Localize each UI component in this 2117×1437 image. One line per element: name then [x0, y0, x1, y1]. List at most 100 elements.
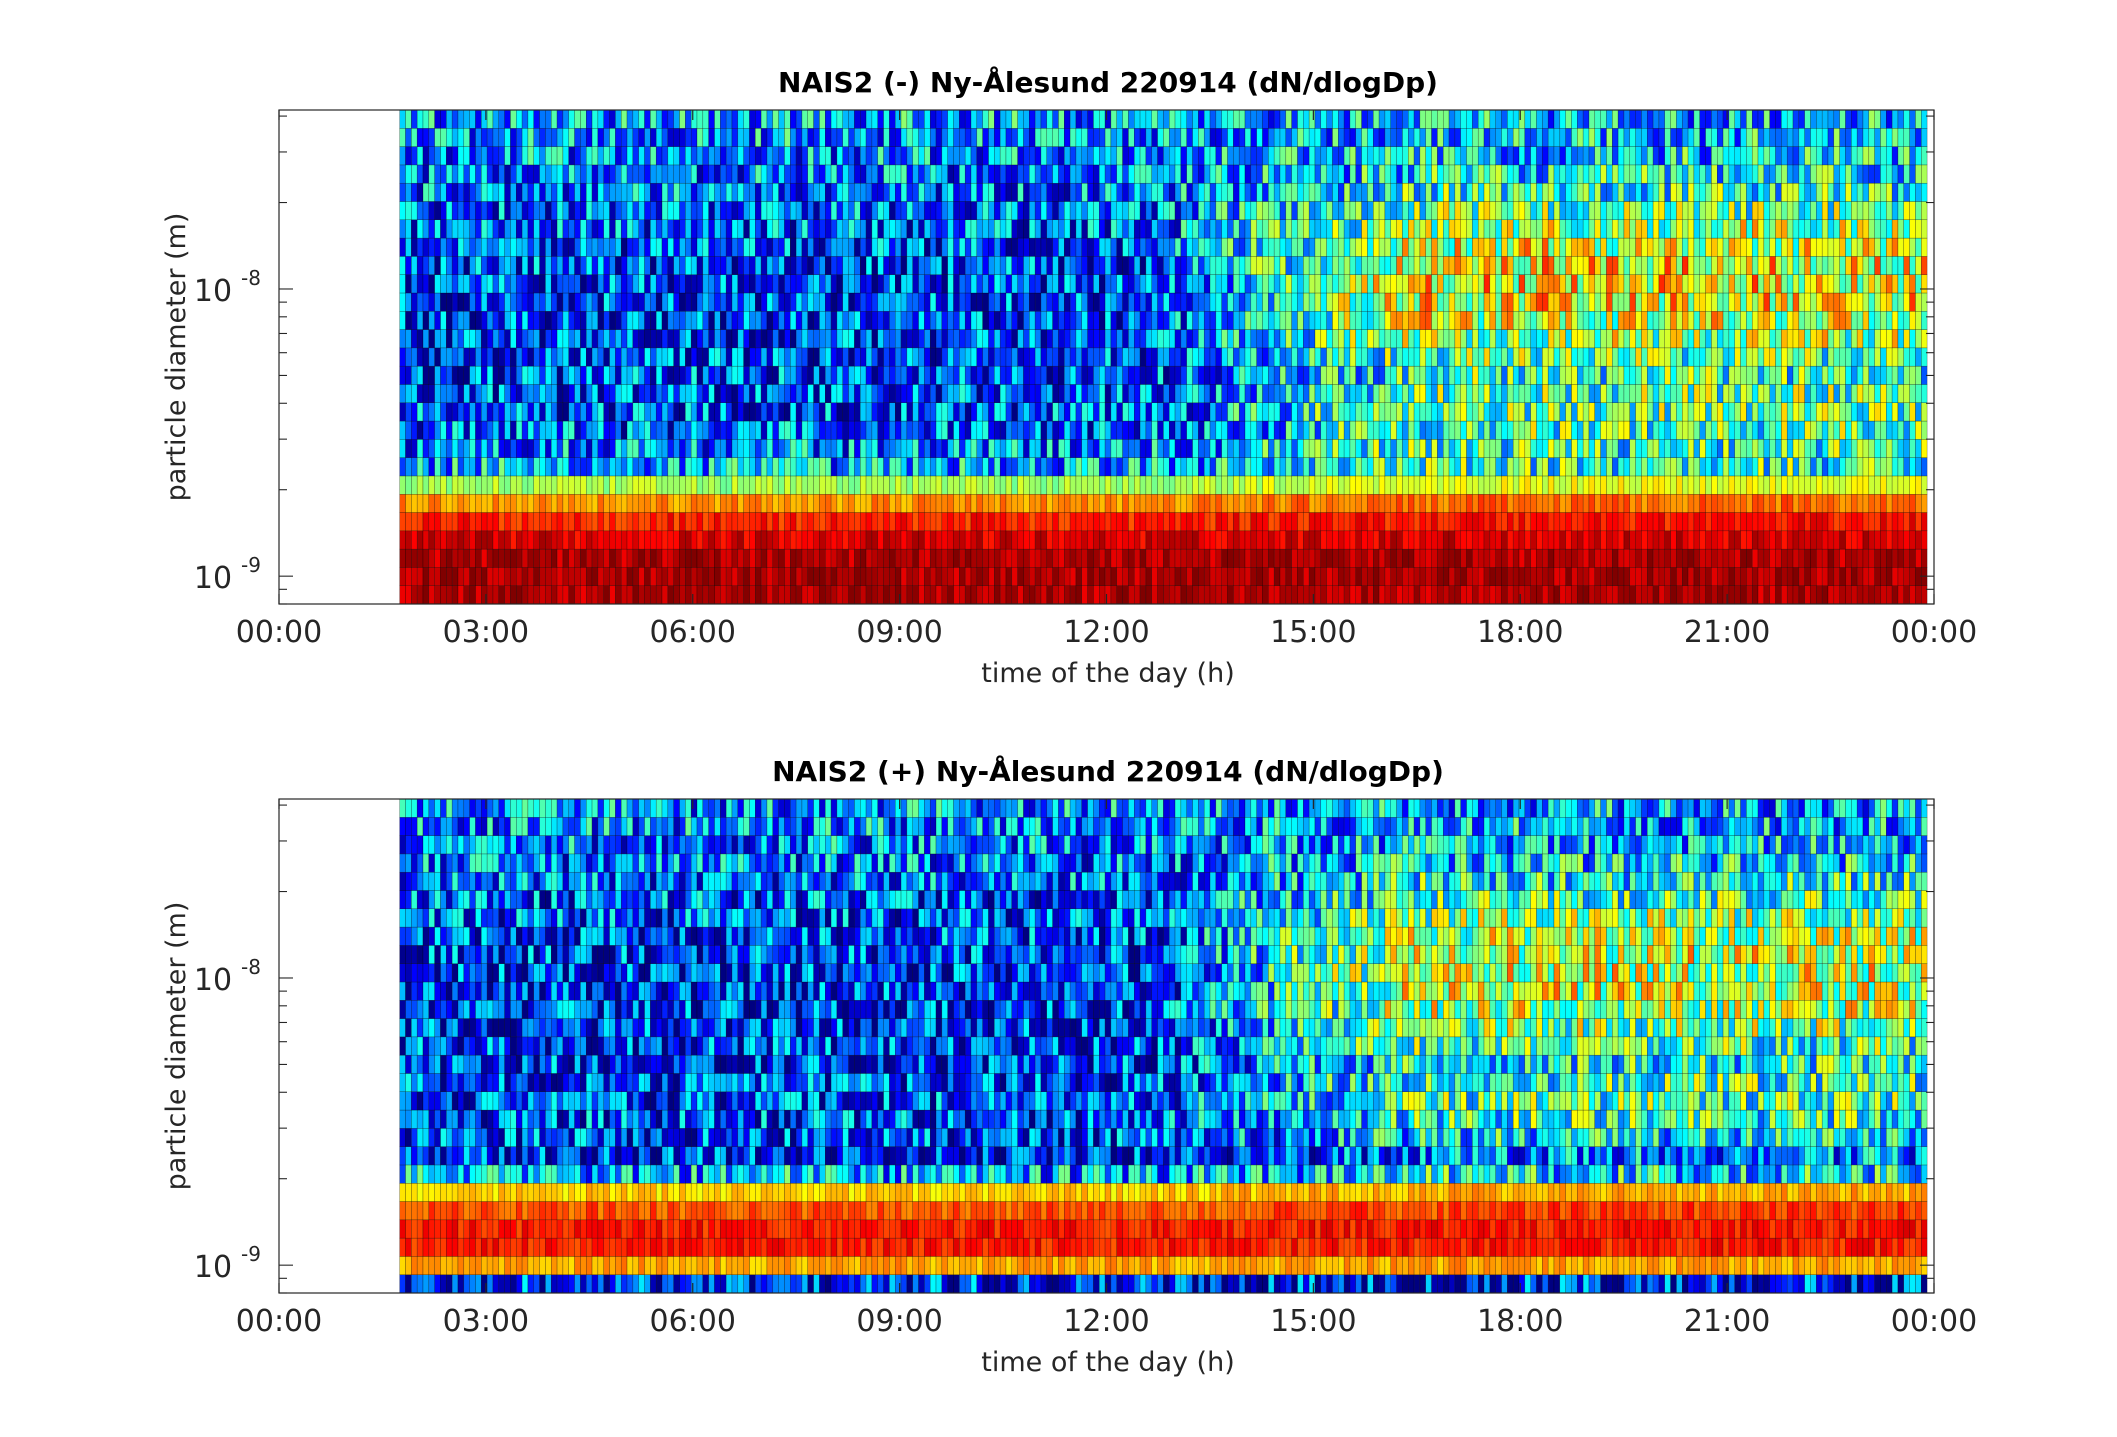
heatmap-cell — [1886, 292, 1893, 312]
heatmap-cell — [1571, 548, 1578, 568]
heatmap-cell — [1734, 256, 1741, 275]
heatmap-cell — [1064, 567, 1071, 586]
heatmap-cell — [1390, 585, 1397, 605]
heatmap-cell — [1565, 567, 1572, 586]
heatmap-cell — [440, 311, 447, 330]
heatmap-cell — [620, 420, 628, 440]
heatmap-cell — [1151, 457, 1158, 477]
heatmap-cell — [1186, 493, 1193, 513]
heatmap-cell — [1134, 420, 1141, 440]
heatmap-cell — [982, 384, 989, 403]
heatmap-cell — [568, 512, 575, 532]
heatmap-cell — [481, 530, 488, 550]
heatmap-cell — [1757, 493, 1765, 513]
heatmap-cell — [999, 384, 1007, 403]
heatmap-cell — [1868, 475, 1875, 495]
heatmap-cell — [1775, 457, 1782, 477]
heatmap-cell — [1454, 274, 1461, 294]
heatmap-cell — [1886, 567, 1893, 586]
heatmap-cell — [521, 457, 529, 477]
heatmap-cell — [492, 292, 500, 312]
heatmap-cell — [1728, 493, 1735, 513]
heatmap-cell — [749, 365, 756, 385]
heatmap-cell — [1751, 402, 1759, 422]
heatmap-cell — [1332, 329, 1339, 349]
heatmap-cell — [1705, 512, 1712, 532]
heatmap-cell — [1198, 457, 1205, 477]
heatmap-cell — [865, 384, 873, 403]
heatmap-cell — [1757, 439, 1765, 458]
heatmap-cell — [1903, 439, 1910, 458]
heatmap-cell — [481, 457, 488, 477]
heatmap-cell — [516, 347, 523, 367]
heatmap-cell — [533, 292, 540, 312]
heatmap-cell — [603, 256, 610, 275]
heatmap-cell — [1786, 457, 1794, 477]
heatmap-cell — [1524, 274, 1531, 294]
heatmap-cell — [1833, 439, 1840, 458]
heatmap-cell — [1845, 493, 1852, 513]
heatmap-cell — [1442, 311, 1450, 330]
heatmap-cell — [1378, 329, 1386, 349]
heatmap-cell — [964, 329, 972, 349]
heatmap-cell — [1874, 402, 1881, 422]
heatmap-cell — [1338, 567, 1345, 586]
heatmap-cell — [1168, 347, 1176, 367]
heatmap-cell — [1139, 567, 1147, 586]
heatmap-cell — [1664, 311, 1671, 330]
heatmap-cell — [1880, 512, 1887, 532]
heatmap-cell — [463, 384, 470, 403]
heatmap-cell — [749, 402, 756, 422]
heatmap-cell — [1262, 475, 1269, 495]
heatmap-cell — [1547, 292, 1555, 312]
heatmap-cell — [1594, 384, 1601, 403]
heatmap-cell — [900, 475, 908, 495]
heatmap-cell — [1699, 585, 1706, 605]
heatmap-cell — [580, 567, 587, 586]
heatmap-cell — [702, 420, 709, 440]
heatmap-cell — [1029, 365, 1036, 385]
heatmap-cell — [1717, 274, 1724, 294]
heatmap-cell — [1705, 256, 1712, 275]
heatmap-cell — [1612, 347, 1619, 367]
heatmap-cell — [1308, 347, 1316, 367]
heatmap-cell — [440, 530, 447, 550]
heatmap-cell — [900, 384, 908, 403]
heatmap-cell — [1402, 311, 1409, 330]
heatmap-cell — [1577, 274, 1584, 294]
heatmap-cell — [1547, 384, 1555, 403]
heatmap-cell — [696, 347, 704, 367]
heatmap-cell — [597, 274, 604, 294]
heatmap-cell — [848, 384, 855, 403]
heatmap-cell — [982, 512, 989, 532]
heatmap-cell — [1862, 347, 1870, 367]
heatmap-cell — [1763, 365, 1770, 385]
heatmap-cell — [1134, 329, 1141, 349]
heatmap-cell — [1839, 493, 1846, 513]
heatmap-cell — [848, 292, 855, 312]
heatmap-cell — [1670, 274, 1677, 294]
heatmap-cell — [498, 567, 505, 586]
heatmap-cell — [1017, 585, 1024, 605]
heatmap-cell — [1542, 402, 1549, 422]
heatmap-cell — [1384, 311, 1391, 330]
heatmap-cell — [661, 384, 669, 403]
heatmap-cell — [1314, 420, 1322, 440]
heatmap-cell — [1786, 530, 1794, 550]
heatmap-cell — [1588, 475, 1596, 495]
heatmap-cell — [451, 530, 459, 550]
heatmap-cell — [1408, 420, 1415, 440]
heatmap-cell — [1915, 274, 1922, 294]
heatmap-cell — [1682, 475, 1689, 495]
heatmap-cell — [1349, 585, 1357, 605]
heatmap-cell — [1215, 457, 1222, 477]
heatmap-cell — [1244, 329, 1252, 349]
heatmap-cell — [1571, 567, 1578, 586]
heatmap-cell — [1221, 493, 1228, 513]
heatmap-cell — [1011, 439, 1018, 458]
heatmap-cell — [1891, 402, 1899, 422]
heatmap-cell — [982, 329, 989, 349]
heatmap-cell — [1209, 420, 1217, 440]
heatmap-cell — [860, 493, 867, 513]
heatmap-cell — [1081, 530, 1088, 550]
